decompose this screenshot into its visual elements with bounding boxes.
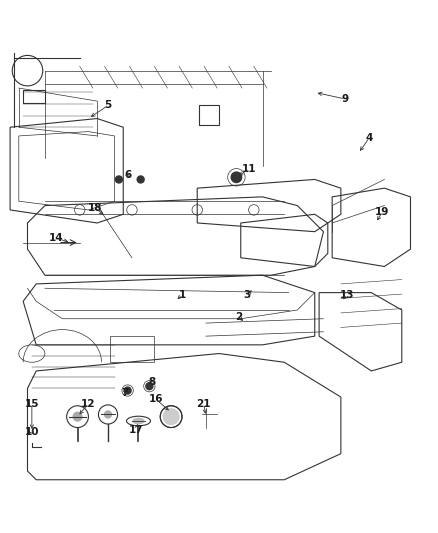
Text: 17: 17 — [129, 425, 144, 435]
Text: 12: 12 — [81, 399, 95, 409]
Text: 14: 14 — [49, 233, 63, 243]
Text: 19: 19 — [375, 207, 389, 217]
Text: 13: 13 — [340, 290, 355, 300]
Circle shape — [231, 172, 242, 182]
Text: 15: 15 — [25, 399, 39, 409]
Circle shape — [105, 411, 112, 418]
Text: 3: 3 — [244, 290, 251, 300]
Text: 2: 2 — [235, 312, 242, 321]
Text: 10: 10 — [25, 427, 39, 437]
Text: 7: 7 — [122, 387, 129, 398]
Text: 18: 18 — [88, 203, 102, 213]
Text: 11: 11 — [242, 164, 257, 174]
Circle shape — [116, 176, 122, 183]
Circle shape — [137, 176, 144, 183]
Text: 9: 9 — [342, 94, 349, 104]
Text: 4: 4 — [365, 133, 373, 143]
Text: 6: 6 — [124, 170, 131, 180]
Text: 16: 16 — [148, 394, 163, 404]
Circle shape — [73, 413, 82, 421]
Circle shape — [163, 409, 179, 424]
Circle shape — [146, 383, 153, 390]
Text: 5: 5 — [104, 100, 112, 110]
Text: 21: 21 — [197, 399, 211, 409]
Circle shape — [124, 387, 131, 394]
Text: 1: 1 — [178, 290, 186, 300]
Ellipse shape — [133, 418, 144, 424]
Text: 8: 8 — [148, 377, 155, 387]
